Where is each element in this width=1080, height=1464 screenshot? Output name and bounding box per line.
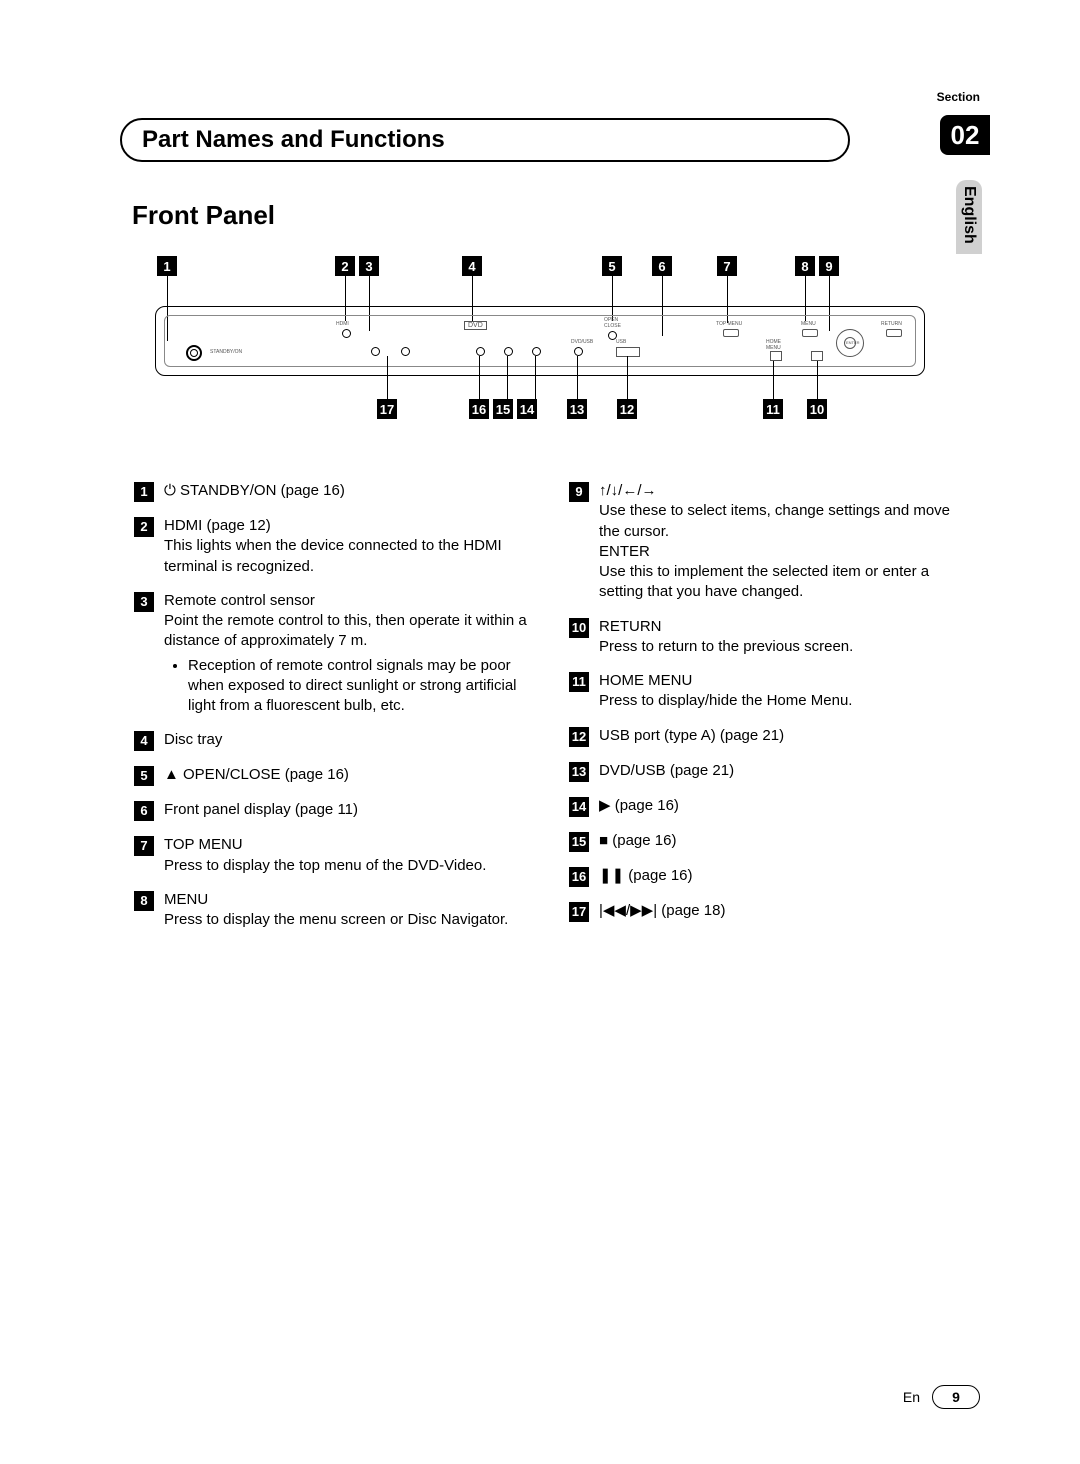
- callout-16: 16: [469, 399, 489, 419]
- callout-13: 13: [567, 399, 587, 419]
- page-title: Part Names and Functions: [142, 126, 828, 154]
- item-body: ■ (page 16): [599, 831, 962, 852]
- left-column: 1 ⏻ STANDBY/ON (page 16) 2 HDMI (page 12)Th…: [132, 481, 527, 944]
- item-body: TOP MENUPress to display the top menu of…: [164, 835, 527, 876]
- description-item: 4 Disc tray: [132, 730, 527, 751]
- front-panel-diagram: 1 2 3 4 5 6 7 8 9 STANDBY/ON HDMI DVD: [155, 256, 925, 426]
- description-columns: 1 ⏻ STANDBY/ON (page 16) 2 HDMI (page 12)Th…: [132, 481, 990, 944]
- description-item: 3 Remote control sensorPoint the remote c…: [132, 591, 527, 717]
- item-body: Remote control sensorPoint the remote co…: [164, 591, 527, 717]
- callout-15: 15: [493, 399, 513, 419]
- item-number: 17: [569, 902, 589, 922]
- title-bar: Part Names and Functions: [120, 118, 850, 162]
- item-body: HDMI (page 12)This lights when the devic…: [164, 516, 527, 577]
- item-number: 6: [134, 801, 154, 821]
- description-item: 2 HDMI (page 12)This lights when the devi…: [132, 516, 527, 577]
- item-number: 5: [134, 766, 154, 786]
- callout-3: 3: [359, 256, 379, 276]
- item-body: ⏻ STANDBY/ON (page 16): [164, 481, 527, 502]
- callout-12: 12: [617, 399, 637, 419]
- item-number: 14: [569, 797, 589, 817]
- callout-10: 10: [807, 399, 827, 419]
- item-number: 3: [134, 592, 154, 612]
- callout-7: 7: [717, 256, 737, 276]
- item-body: ↑/↓/←/→Use these to select items, change…: [599, 481, 962, 603]
- item-body: DVD/USB (page 21): [599, 761, 962, 782]
- page-number: 9: [932, 1385, 980, 1409]
- description-item: 1 ⏻ STANDBY/ON (page 16): [132, 481, 527, 502]
- subheading: Front Panel: [132, 200, 990, 231]
- callout-11: 11: [763, 399, 783, 419]
- item-number: 8: [134, 891, 154, 911]
- item-body: ❚❚ (page 16): [599, 866, 962, 887]
- item-body: ▶ (page 16): [599, 796, 962, 817]
- description-item: 16 ❚❚ (page 16): [567, 866, 962, 887]
- footer-lang: En: [903, 1389, 920, 1405]
- item-body: ▲ OPEN/CLOSE (page 16): [164, 765, 527, 786]
- item-body: Disc tray: [164, 730, 527, 751]
- page-footer: En 9: [903, 1385, 980, 1409]
- item-body: HOME MENUPress to display/hide the Home …: [599, 671, 962, 712]
- description-item: 17 |◀◀/▶▶| (page 18): [567, 901, 962, 922]
- callout-5: 5: [602, 256, 622, 276]
- device-outline: STANDBY/ON HDMI DVD OPENCLOSE TOP MENU M…: [155, 306, 925, 376]
- callout-1: 1: [157, 256, 177, 276]
- description-item: 9 ↑/↓/←/→Use these to select items, chang…: [567, 481, 962, 603]
- item-number: 2: [134, 517, 154, 537]
- item-number: 7: [134, 836, 154, 856]
- right-column: 9 ↑/↓/←/→Use these to select items, chang…: [567, 481, 962, 944]
- description-item: 14 ▶ (page 16): [567, 796, 962, 817]
- description-item: 13 DVD/USB (page 21): [567, 761, 962, 782]
- description-item: 11 HOME MENUPress to display/hide the Hom…: [567, 671, 962, 712]
- description-item: 5 ▲ OPEN/CLOSE (page 16): [132, 765, 527, 786]
- item-number: 10: [569, 618, 589, 638]
- description-item: 7 TOP MENUPress to display the top menu o…: [132, 835, 527, 876]
- description-item: 6 Front panel display (page 11): [132, 800, 527, 821]
- callout-8: 8: [795, 256, 815, 276]
- item-number: 16: [569, 867, 589, 887]
- description-item: 8 MENUPress to display the menu screen or…: [132, 890, 527, 931]
- item-body: RETURNPress to return to the previous sc…: [599, 617, 962, 658]
- callout-6: 6: [652, 256, 672, 276]
- item-number: 11: [569, 672, 589, 692]
- item-number: 9: [569, 482, 589, 502]
- item-number: 4: [134, 731, 154, 751]
- bullet: Reception of remote control signals may …: [188, 656, 527, 717]
- item-body: USB port (type A) (page 21): [599, 726, 962, 747]
- callout-4: 4: [462, 256, 482, 276]
- language-tab: English: [956, 180, 982, 254]
- item-number: 12: [569, 727, 589, 747]
- item-body: Front panel display (page 11): [164, 800, 527, 821]
- callout-17: 17: [377, 399, 397, 419]
- item-number: 1: [134, 482, 154, 502]
- section-label: Section: [937, 90, 980, 104]
- item-body: |◀◀/▶▶| (page 18): [599, 901, 962, 922]
- item-number: 15: [569, 832, 589, 852]
- callout-2: 2: [335, 256, 355, 276]
- callout-9: 9: [819, 256, 839, 276]
- description-item: 15 ■ (page 16): [567, 831, 962, 852]
- description-item: 12 USB port (type A) (page 21): [567, 726, 962, 747]
- callout-14: 14: [517, 399, 537, 419]
- item-number: 13: [569, 762, 589, 782]
- description-item: 10 RETURNPress to return to the previous …: [567, 617, 962, 658]
- item-body: MENUPress to display the menu screen or …: [164, 890, 527, 931]
- chapter-number: 02: [940, 115, 990, 155]
